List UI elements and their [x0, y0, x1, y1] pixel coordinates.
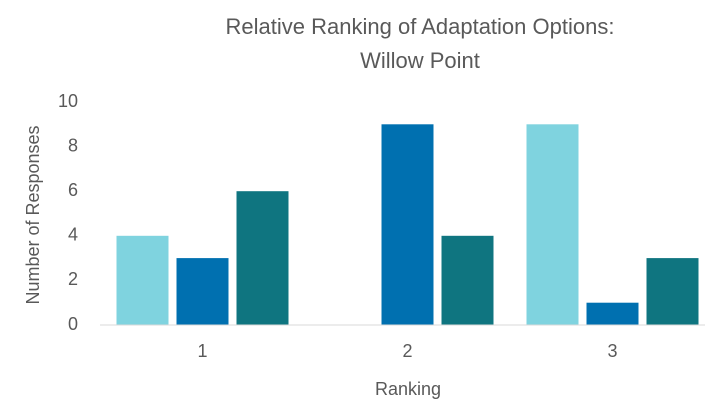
x-tick-label: 3 [607, 341, 617, 361]
y-tick-label: 10 [58, 91, 78, 111]
y-tick-label: 8 [68, 135, 78, 155]
chart-title: Relative Ranking of Adaptation Options: [226, 14, 615, 39]
bar [646, 258, 699, 325]
y-axis-label: Number of Responses [23, 125, 43, 304]
x-tick-label: 1 [197, 341, 207, 361]
bar [381, 124, 434, 325]
x-tick-label: 2 [402, 341, 412, 361]
bar [176, 258, 229, 325]
bar [441, 235, 494, 325]
y-tick-label: 2 [68, 269, 78, 289]
bar [116, 235, 169, 325]
y-tick-label: 6 [68, 180, 78, 200]
y-tick-label: 0 [68, 314, 78, 334]
chart-title: Willow Point [360, 48, 480, 73]
y-tick-label: 4 [68, 225, 78, 245]
x-axis-label: Ranking [375, 379, 441, 399]
bar [586, 302, 639, 325]
bar [526, 124, 579, 325]
bar [236, 191, 289, 325]
